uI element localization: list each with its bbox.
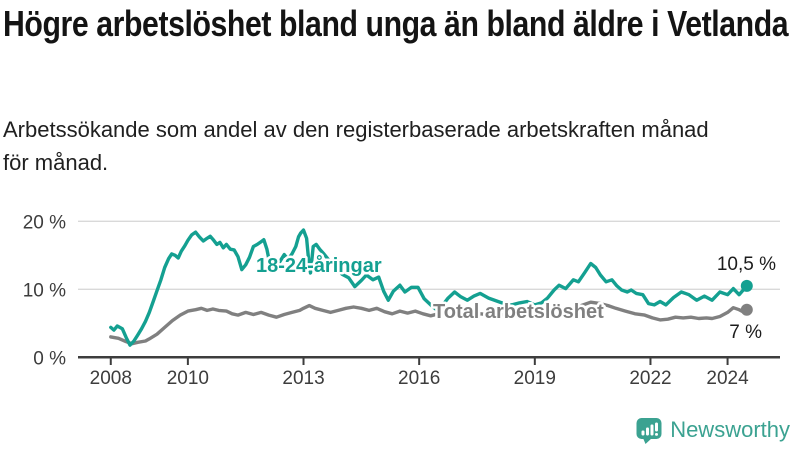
end-dot-total — [740, 303, 753, 316]
x-axis-tick-label: 2019 — [514, 368, 556, 389]
chart-subtitle-line-1: Arbetssökande som andel av den registerb… — [3, 117, 709, 142]
chart-generated-layer: 0 % 10 % 20 % 2008 2010 2013 2016 2019 2022 2024 — [23, 212, 780, 389]
x-axis-tick-label: 2013 — [282, 368, 324, 389]
end-dot-youth — [740, 279, 753, 292]
x-axis-tick-label: 2010 — [167, 368, 209, 389]
chart-subtitle: Arbetssökande som andel av den registerb… — [3, 113, 709, 179]
brand-footer: Newsworthy — [635, 416, 790, 444]
chart-subtitle-line-2: för månad. — [3, 150, 109, 175]
y-axis-tick-label: 0 % — [33, 348, 66, 369]
newsworthy-logo-icon — [636, 418, 662, 444]
end-value-label-youth: 10,5 % — [717, 254, 776, 275]
series-line-total — [109, 300, 749, 346]
y-axis-tick-label: 20 % — [23, 212, 66, 233]
x-axis-tick-label: 2008 — [90, 368, 132, 389]
series-label-total: Total arbetslöshet — [433, 301, 604, 323]
x-axis-tick-label: 2022 — [629, 368, 671, 389]
chart-title: Högre arbetslöshet bland unga än bland ä… — [3, 3, 789, 44]
brand-name: Newsworthy — [670, 417, 790, 442]
series-label-youth: 18-24-åringar — [256, 254, 382, 277]
series-line-youth — [109, 228, 749, 347]
y-axis-tick-label: 10 % — [23, 280, 66, 301]
x-axis-tick-label: 2024 — [706, 368, 749, 389]
x-axis-tick-label: 2016 — [398, 368, 440, 389]
end-value-label-total: 7 % — [729, 322, 762, 343]
